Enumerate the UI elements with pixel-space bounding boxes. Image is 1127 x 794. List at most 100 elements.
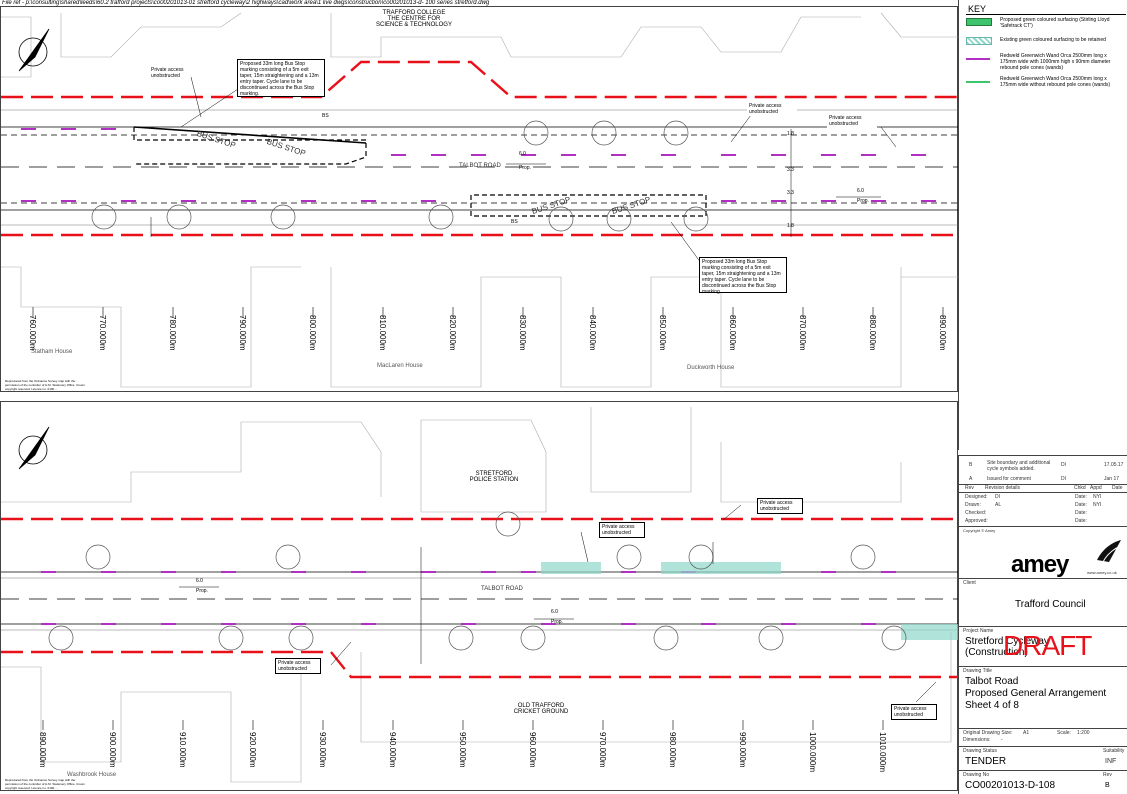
revision-date: 17.05.17 [1104,462,1124,468]
chainage-label: 770.000m [98,315,107,351]
copyright-amey: Copyright © Amey [963,528,996,533]
chainage-label: 880.000m [868,315,877,351]
bus-stop-note: Proposed 33m long Bus Stop marking consi… [699,257,787,295]
file-reference: File ref - p:\consulting\shared\leeds\60… [2,0,490,6]
revision-rule [959,492,1127,493]
chainage-label: 890.000m [938,315,947,351]
road-name: TALBOT ROAD [459,163,501,169]
dimension-label: 1.8 [787,223,794,229]
amey-logo: amey [1011,551,1069,578]
title-block: B Site boundary and additional cycle sym… [958,455,1127,794]
status-rule [959,770,1127,771]
amey-swoosh-icon [1097,540,1122,563]
private-access-label: Private access unobstructed [275,658,321,674]
details-header: Revision details [985,485,1021,491]
chainage-label: 1010.000m [878,732,887,773]
dimension-prop: Prop. [196,588,208,594]
client-label: Client [963,580,976,586]
revision-date: Jan 17 [1104,476,1120,482]
chainage-label: 860.000m [728,315,737,351]
dimensions-label: Dimensions: [963,737,991,743]
chainage-label: 760.000m [28,315,37,351]
private-access-label: Private access unobstructed [827,114,877,128]
upper-plan-panel: TRAFFORD COLLEGE THE CENTRE FOR SCIENCE … [0,6,959,392]
chainage-label: 920.000m [248,732,257,768]
chainage-label: 850.000m [658,315,667,351]
private-access-label: Private access unobstructed [599,522,645,538]
revision-chkd: DI [1061,476,1066,482]
revision-details: Site boundary and additional cycle symbo… [987,460,1051,472]
approved-label: Approved: [965,518,988,524]
key-swatch-green [966,18,992,26]
logo-rule [959,578,1127,579]
drawn-value: AL [995,502,1002,508]
drawing-no: CO00201013-D-108 [965,780,1056,791]
checked-label: Checked: [965,510,987,516]
chainage-label: 990.000m [738,732,747,768]
drawn-date: NYI [1093,502,1102,508]
chainage-label: 780.000m [168,315,177,351]
client-name: Trafford Council [1015,599,1086,610]
os-copyright: Reproduced from the Ordnance Survey map … [5,778,85,790]
chainage-label: 840.000m [588,315,597,351]
draft-stamp: DRAFT [1003,630,1092,661]
designed-date: NYI [1093,494,1102,500]
approved-date-label: Date: [1075,518,1087,524]
chainage-label: 960.000m [528,732,537,768]
designed-value: DI [995,494,1000,500]
chainage-label: 970.000m [598,732,607,768]
bs-label: BS [511,219,518,225]
key-panel [958,0,1127,450]
dimension-label: 3.3 [787,190,794,196]
rev-value: B [1105,782,1110,789]
orig-size-label: Original Drawing Size: [963,730,1013,736]
private-access-label: Private access unobstructed [757,498,803,514]
chkd-header: Chkd [1074,485,1086,491]
project-name: Stretford Cycleway (Construction) [965,636,1049,658]
key-title: KEY [968,4,987,14]
cricket-ground-label: OLD TRAFFORD CRICKET GROUND [501,702,581,716]
suitability-value: INF [1105,758,1117,765]
client-rule [959,626,1127,627]
scale-value: 1:200 [1077,730,1090,736]
key-item: Redweld Greenwich Wand Orca 2500mm long … [1000,53,1111,71]
lower-plan-drawing [1,407,959,783]
project-rule [959,666,1127,667]
chainage-label: 800.000m [308,315,317,351]
drawing-title-label: Drawing Title [963,668,992,674]
private-access-label: Private access unobstructed [747,102,797,116]
key-swatch-hatch [966,37,992,45]
chainage-label: 820.000m [448,315,457,351]
checked-date-label: Date: [1075,510,1087,516]
key-item: Existing green coloured surfacing to be … [1000,37,1106,43]
building-label: Statham House [31,349,73,355]
police-station-label: STRETFORD POLICE STATION [459,470,529,484]
key-swatch-lightgreen [966,81,990,83]
chainage-label: 950.000m [458,732,467,768]
size-rule [959,746,1127,747]
suitability-label: Suitability [1103,748,1125,754]
dimension-label: 6.0 [551,609,558,615]
rev-label: Rev [1103,772,1112,778]
drawn-label: Drawn: [965,502,981,508]
chainage-label: 790.000m [238,315,247,351]
rev-header: Rev [965,485,974,491]
revision-chkd: DI [1061,462,1066,468]
title-rule [959,728,1127,729]
dimension-label: 6.0 [857,188,864,194]
chainage-label: 1000.000m [808,732,817,773]
status-label: Drawing Status [963,748,997,754]
upper-plan-drawing [1,12,959,388]
dimension-prop: Prop. [519,165,531,171]
dimension-label: 6.0 [196,578,203,584]
bs-label: BS [322,113,329,119]
dimension-label: 1.8 [787,131,794,137]
staff-rule [959,526,1127,527]
revision-header-rule [959,484,1127,485]
college-label: TRAFFORD COLLEGE THE CENTRE FOR SCIENCE … [371,9,457,31]
status-value: TENDER [965,756,1007,767]
designed-date-label: Date: [1075,494,1087,500]
revision-rev: B [969,462,973,468]
key-item: Redweld Greenwich Wand Orca 2500mm long … [1000,76,1111,88]
